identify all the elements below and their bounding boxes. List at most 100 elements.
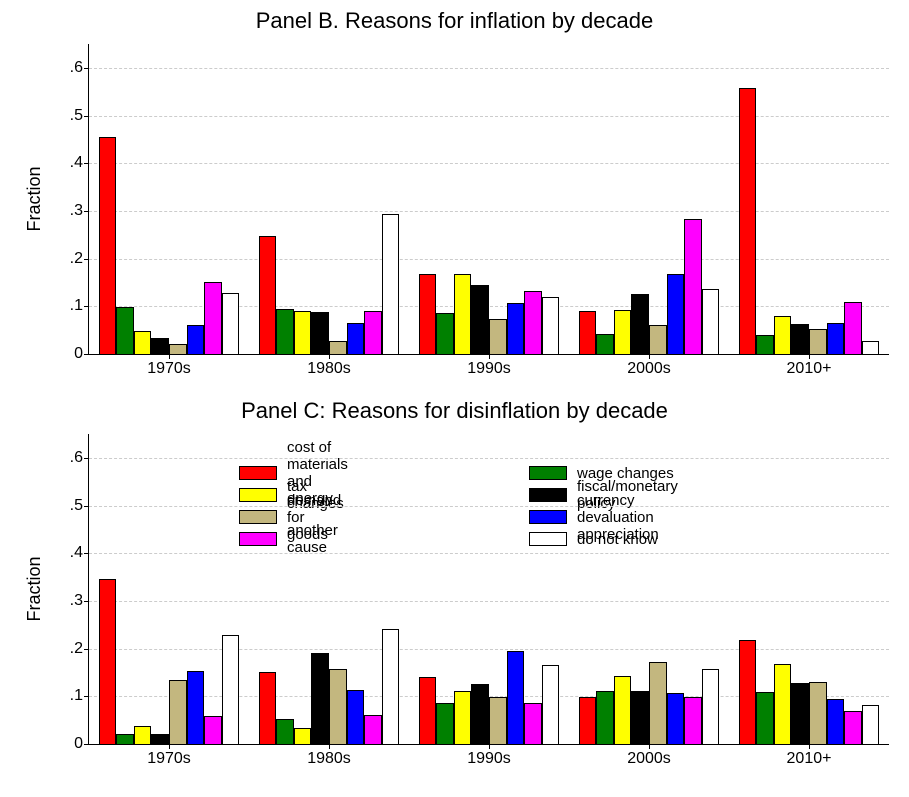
- grid-line: [89, 259, 889, 260]
- bar-demand: [329, 341, 347, 354]
- bar-tax: [454, 691, 472, 744]
- legend-swatch: [239, 466, 277, 480]
- bar-tax: [134, 726, 152, 744]
- bar-fiscal: [631, 691, 649, 744]
- bar-dontknow: [382, 214, 400, 354]
- bar-tax: [454, 274, 472, 354]
- bar-tax: [294, 311, 312, 354]
- x-tick-label: 1980s: [307, 744, 351, 768]
- x-tick-label: 2000s: [627, 354, 671, 378]
- panel-b-plot-area: 0.1.2.3.4.5.61970s1980s1990s2000s2010+: [88, 44, 889, 355]
- bar-currency: [667, 693, 685, 745]
- bar-demand: [489, 319, 507, 354]
- y-tick-label: .4: [70, 544, 89, 562]
- grid-line: [89, 601, 889, 602]
- figure: Panel B. Reasons for inflation by decade…: [0, 0, 909, 797]
- bar-dontknow: [862, 705, 880, 744]
- bar-cost: [739, 640, 757, 744]
- bar-wage: [596, 334, 614, 354]
- bar-demand: [169, 344, 187, 354]
- bar-wage: [756, 335, 774, 354]
- bar-fiscal: [631, 294, 649, 354]
- bar-wage: [276, 719, 294, 744]
- bar-fiscal: [311, 653, 329, 744]
- legend-swatch: [239, 510, 277, 524]
- panel-c: Panel C: Reasons for disinflation by dec…: [0, 398, 909, 784]
- bar-demand: [329, 669, 347, 744]
- bar-fiscal: [471, 684, 489, 744]
- bar-dontknow: [542, 665, 560, 744]
- bar-dontknow: [222, 635, 240, 744]
- bar-cost: [419, 274, 437, 354]
- legend-swatch: [529, 466, 567, 480]
- bar-dontknow: [542, 297, 560, 354]
- bar-cost: [579, 697, 597, 744]
- bar-wage: [596, 691, 614, 744]
- bar-tax: [294, 728, 312, 744]
- bar-cost: [99, 579, 117, 744]
- bar-tax: [614, 676, 632, 744]
- bar-currency: [347, 323, 365, 354]
- bar-another: [364, 311, 382, 354]
- bar-wage: [756, 692, 774, 744]
- bar-wage: [116, 307, 134, 354]
- bar-currency: [667, 274, 685, 354]
- legend-label: do not know: [577, 531, 658, 548]
- bar-currency: [347, 690, 365, 744]
- bar-wage: [276, 309, 294, 354]
- bar-another: [684, 219, 702, 354]
- bar-demand: [809, 329, 827, 354]
- bar-tax: [614, 310, 632, 354]
- bar-cost: [99, 137, 117, 354]
- grid-line: [89, 116, 889, 117]
- bar-another: [844, 302, 862, 354]
- bar-fiscal: [151, 338, 169, 354]
- bar-currency: [827, 699, 845, 744]
- bar-fiscal: [791, 324, 809, 354]
- bar-demand: [809, 682, 827, 744]
- x-tick-label: 2010+: [787, 744, 832, 768]
- panel-c-ylabel: Fraction: [24, 556, 45, 621]
- grid-line: [89, 211, 889, 212]
- y-tick-label: .6: [70, 59, 89, 77]
- x-tick-label: 2000s: [627, 744, 671, 768]
- y-tick-label: .5: [70, 107, 89, 125]
- bar-tax: [774, 316, 792, 354]
- bar-currency: [827, 323, 845, 354]
- bar-currency: [507, 651, 525, 744]
- panel-c-title: Panel C: Reasons for disinflation by dec…: [0, 398, 909, 424]
- bar-cost: [259, 672, 277, 744]
- panel-b: Panel B. Reasons for inflation by decade…: [0, 0, 909, 394]
- legend-swatch: [529, 488, 567, 502]
- legend-item-currency: currency devaluation appreciation: [529, 506, 678, 528]
- bar-dontknow: [702, 289, 720, 354]
- y-tick-label: .5: [70, 497, 89, 515]
- y-tick-label: .2: [70, 640, 89, 658]
- y-tick-label: .4: [70, 154, 89, 172]
- bar-currency: [187, 325, 205, 354]
- bar-wage: [116, 734, 134, 744]
- legend-label: another cause: [287, 522, 348, 556]
- bar-cost: [419, 677, 437, 744]
- bar-fiscal: [471, 285, 489, 354]
- legend-swatch: [529, 532, 567, 546]
- y-tick-label: .1: [70, 297, 89, 315]
- bar-another: [204, 282, 222, 354]
- bar-fiscal: [311, 312, 329, 354]
- y-tick-label: .2: [70, 250, 89, 268]
- bar-tax: [134, 331, 152, 354]
- bar-another: [524, 291, 542, 354]
- bar-tax: [774, 664, 792, 744]
- y-tick-label: 0: [74, 345, 89, 363]
- bar-fiscal: [791, 683, 809, 744]
- y-tick-label: .6: [70, 449, 89, 467]
- grid-line: [89, 506, 889, 507]
- bar-demand: [649, 325, 667, 354]
- legend-item-another: another cause: [239, 528, 348, 550]
- x-tick-label: 1990s: [467, 354, 511, 378]
- grid-line: [89, 163, 889, 164]
- bar-cost: [259, 236, 277, 354]
- bar-wage: [436, 703, 454, 744]
- x-tick-label: 1970s: [147, 354, 191, 378]
- x-tick-label: 1990s: [467, 744, 511, 768]
